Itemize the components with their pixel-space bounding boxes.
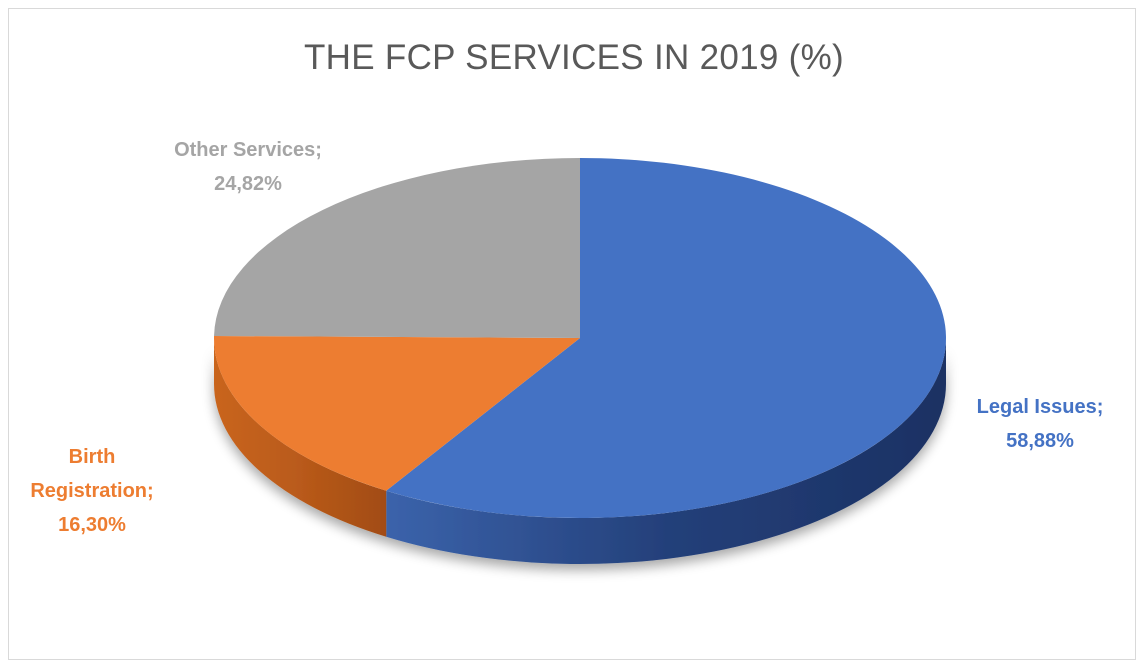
data-label-other-services: Other Services; 24,82% [174, 139, 322, 195]
data-label-line: 24,82% [214, 173, 282, 195]
data-label-line: Birth [69, 446, 116, 468]
data-label-line: Registration; [30, 480, 153, 502]
data-label-legal-issues: Legal Issues; 58,88% [977, 396, 1104, 452]
pie-slice-birth-registration [214, 335, 580, 491]
data-label-line: 58,88% [1006, 430, 1074, 452]
data-label-line: Other Services; [174, 139, 322, 161]
pie-slice-side [386, 338, 947, 564]
pie-slice-other-services [214, 158, 580, 338]
data-label-line: 16,30% [58, 514, 126, 536]
data-label-line: Legal Issues; [977, 396, 1104, 418]
chart-title: THE FCP SERVICES IN 2019 (%) [303, 38, 845, 77]
data-label-birth-registration: Birth Registration; 16,30% [30, 446, 153, 536]
pie-slice-side [214, 338, 387, 537]
pie-slice-legal-issues [386, 158, 947, 518]
